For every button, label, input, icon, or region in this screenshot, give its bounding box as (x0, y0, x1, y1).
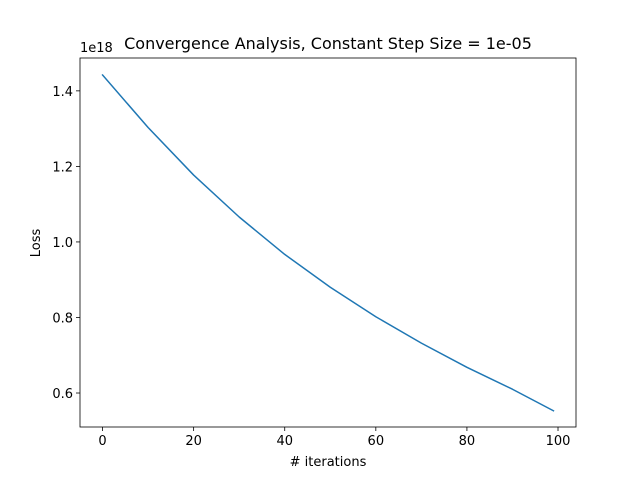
series-line-0 (101, 73, 555, 412)
chart-title: Convergence Analysis, Constant Step Size… (124, 34, 532, 53)
y-tick-label: 1.2 (52, 160, 73, 175)
x-tick-label: 60 (368, 434, 385, 449)
axes-frame (79, 57, 577, 428)
y-tick-label: 1.4 (52, 85, 73, 100)
y-tick-label: 1.0 (52, 236, 73, 251)
x-axis-label: # iterations (290, 455, 367, 470)
y-axis-label: Loss (29, 229, 44, 258)
y-tick-label: 0.8 (52, 311, 73, 326)
y-tick-label: 0.6 (52, 387, 73, 402)
x-tick-label: 20 (185, 434, 202, 449)
x-tick-label: 40 (276, 434, 293, 449)
y-axis-ticks: 0.6 0.8 1.0 1.2 1.4 (52, 85, 80, 402)
x-tick-label: 0 (98, 434, 106, 449)
y-offset-label: 1e18 (80, 41, 113, 56)
x-axis-ticks: 0 20 40 60 80 100 (98, 427, 570, 449)
x-tick-label: 100 (546, 434, 571, 449)
x-tick-label: 80 (459, 434, 476, 449)
plot-area (101, 73, 555, 412)
